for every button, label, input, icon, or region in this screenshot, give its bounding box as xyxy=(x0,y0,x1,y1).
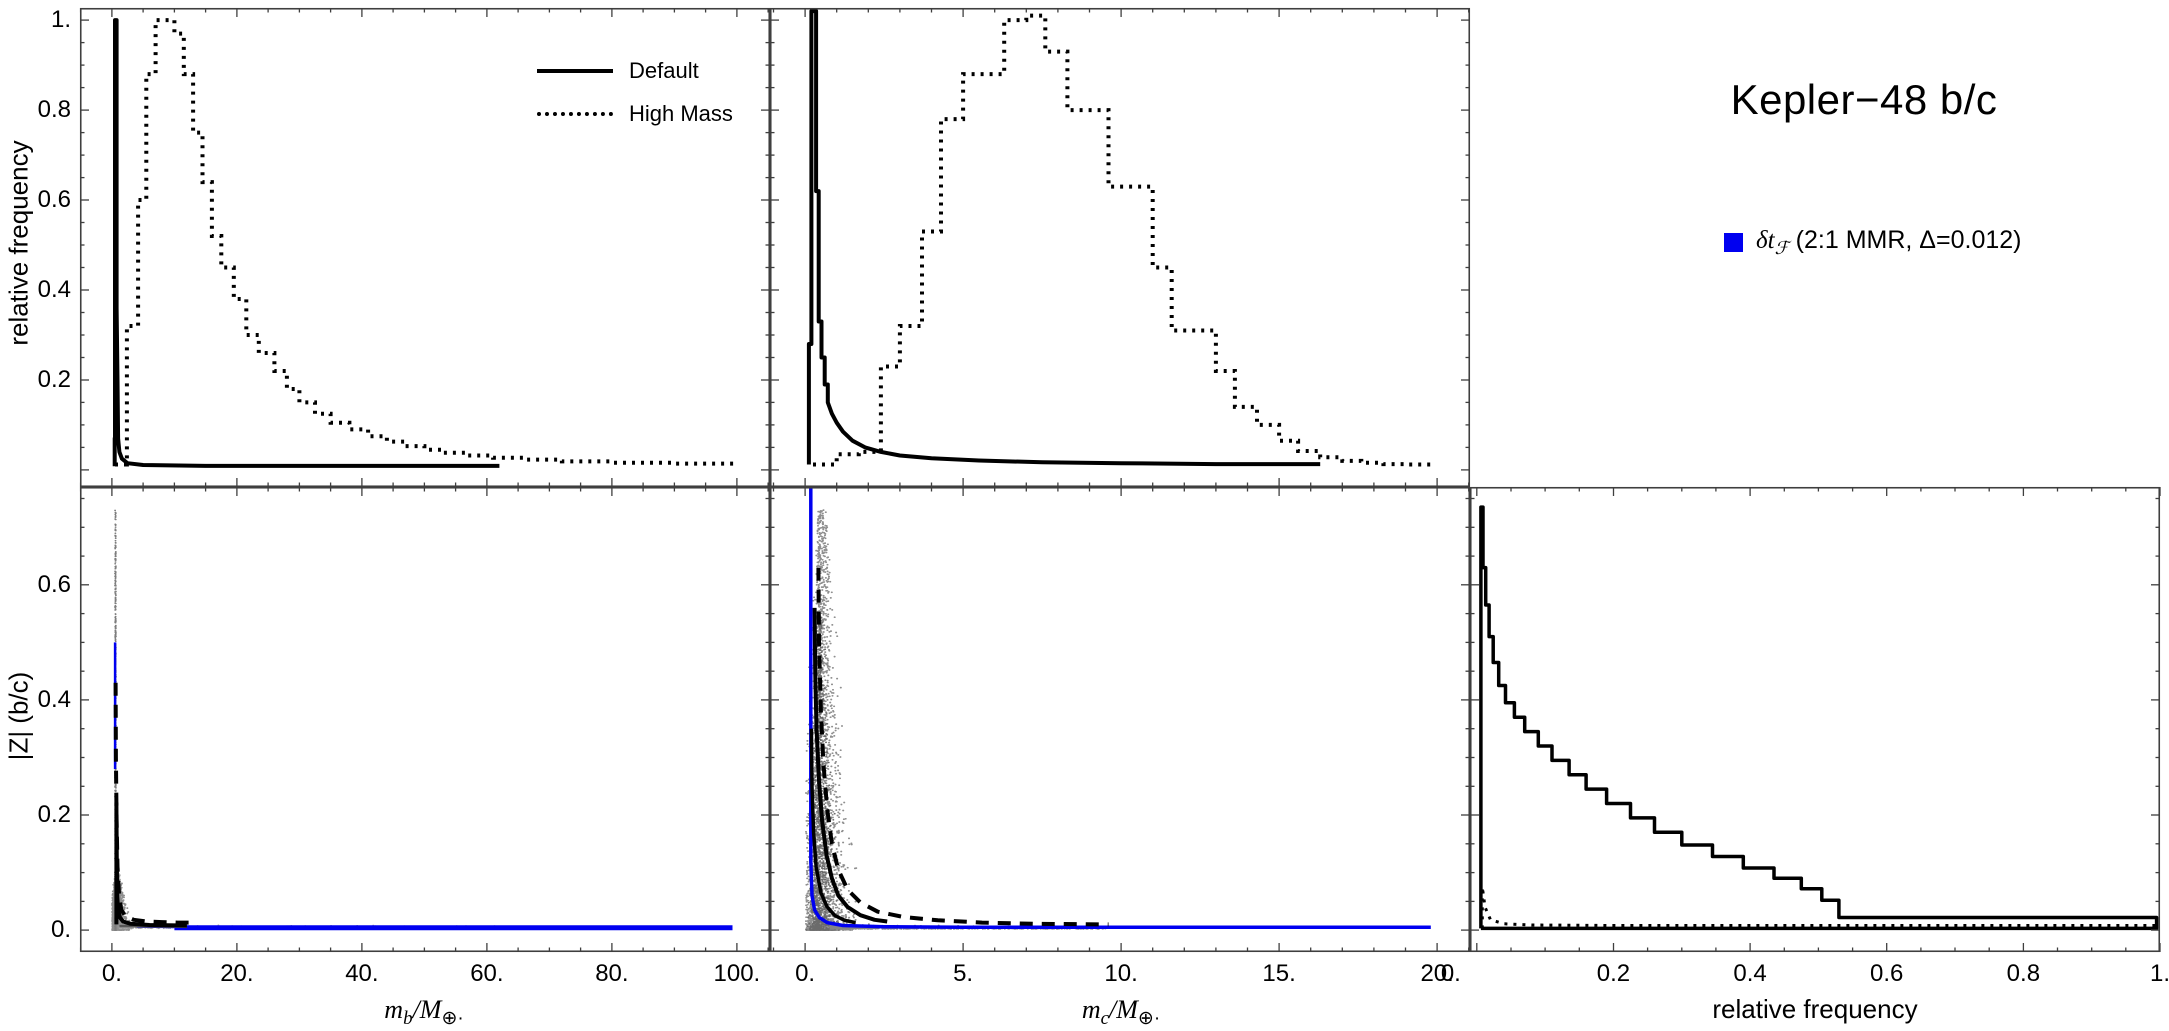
x-tick-label: 100. xyxy=(713,960,761,987)
panel-mc-histogram xyxy=(769,7,1471,488)
series-high-mass-contour xyxy=(113,682,190,925)
series-default-z-distribution xyxy=(1479,505,2159,931)
mb-divisor-sub: ⊕· xyxy=(441,1008,464,1030)
x-axis-title-mb: mb/M⊕· xyxy=(384,994,463,1030)
y-tick-label: 0.8 xyxy=(37,96,71,124)
panel-z-frequency xyxy=(1469,486,2161,953)
x-axis-title-relative-frequency: relative frequency xyxy=(1712,994,1918,1024)
x-tick-label: 0.4 xyxy=(1733,960,1767,987)
side-legend-detail: (2:1 MMR, Δ=0.012) xyxy=(1788,226,2022,254)
histogram-legend: Default High Mass xyxy=(537,58,733,127)
figure-title: Kepler−48 b/c xyxy=(1730,76,1998,123)
series-high-mass xyxy=(813,13,1434,467)
series-default-contour-inner xyxy=(809,728,856,925)
ticks xyxy=(1470,487,2161,952)
y-tick-label: 0.2 xyxy=(37,801,71,829)
legend-label-highmass: High Mass xyxy=(629,101,733,126)
x-tick-label: 40. xyxy=(345,960,379,987)
legend-row-default: Default xyxy=(537,58,733,84)
mc-divisor-sub: ⊕· xyxy=(1137,1008,1161,1030)
mc-var: m xyxy=(1081,995,1101,1024)
mc-var-sub: c xyxy=(1100,1008,1110,1030)
mb-var-sub: b xyxy=(403,1008,413,1030)
ticks xyxy=(770,487,1470,952)
plot-frame xyxy=(769,7,1471,488)
side-legend: δtℱ (2:1 MMR, Δ=0.012) xyxy=(1724,226,2022,259)
x-tick-label: 15. xyxy=(1262,960,1296,987)
x-tick-label: 0. xyxy=(1440,960,1461,987)
plot-frame xyxy=(769,486,1471,953)
panel-mb-scatter xyxy=(79,486,771,953)
series--tf-resonance xyxy=(809,487,1431,930)
x-tick-label: 20. xyxy=(1420,960,1454,987)
x-tick-label: 80. xyxy=(595,960,629,987)
blue-swatch-icon xyxy=(1724,233,1743,252)
legend-label-default: Default xyxy=(629,58,699,83)
x-tick-label: 0.6 xyxy=(1870,960,1904,987)
ticks xyxy=(79,487,770,952)
side-legend-deltat: δt xyxy=(1756,227,1775,254)
x-tick-label: 60. xyxy=(470,960,504,987)
x-tick-label: 20. xyxy=(220,960,254,987)
y-tick-label: 1. xyxy=(50,6,71,34)
side-legend-text: δtℱ (2:1 MMR, Δ=0.012) xyxy=(1756,226,2022,259)
x-tick-label: 5. xyxy=(953,960,974,987)
x-tick-label: 0.8 xyxy=(2006,960,2041,987)
mc-divisor: /M xyxy=(1109,995,1138,1024)
side-legend-script-f: ℱ xyxy=(1774,238,1789,258)
legend-row-highmass: High Mass xyxy=(537,101,733,127)
y-tick-label: 0. xyxy=(50,916,71,944)
x-tick-label: 10. xyxy=(1104,960,1138,987)
x-tick-label: 0.2 xyxy=(1596,960,1631,987)
y-tick-label: 0.4 xyxy=(37,685,71,713)
x-tick-label: 0. xyxy=(795,960,816,987)
y-axis-title-z: |Z| (b/c) xyxy=(3,671,34,761)
series-default xyxy=(806,9,1321,467)
series-default xyxy=(112,18,500,468)
y-tick-label: 0.2 xyxy=(37,365,71,393)
panel-mc-scatter xyxy=(769,486,1471,953)
mb-divisor: /M xyxy=(412,995,442,1024)
mb-var: m xyxy=(384,995,404,1024)
x-tick-label: 1. xyxy=(2149,960,2169,987)
panel-mb-histogram xyxy=(79,7,771,488)
ticks xyxy=(770,8,1470,487)
y-axis-title-relative-frequency: relative frequency xyxy=(3,140,34,346)
y-tick-label: 0.6 xyxy=(37,570,71,598)
plot-frame xyxy=(1469,486,2161,953)
series-high-mass-contour xyxy=(816,567,1109,927)
dotted-line-icon xyxy=(537,112,613,116)
solid-line-icon xyxy=(537,69,613,73)
series-default-contour-outer xyxy=(812,607,888,924)
ticks xyxy=(79,8,770,487)
series-default-contour xyxy=(114,801,187,928)
series-high-mass-z-distribution xyxy=(1480,885,2157,929)
y-tick-label: 0.4 xyxy=(37,276,71,303)
x-tick-label: 0. xyxy=(101,960,122,987)
y-tick-label: 0.6 xyxy=(37,186,71,214)
x-axis-title-mc: mc/M⊕· xyxy=(1082,994,1160,1030)
plot-frame xyxy=(79,486,771,953)
